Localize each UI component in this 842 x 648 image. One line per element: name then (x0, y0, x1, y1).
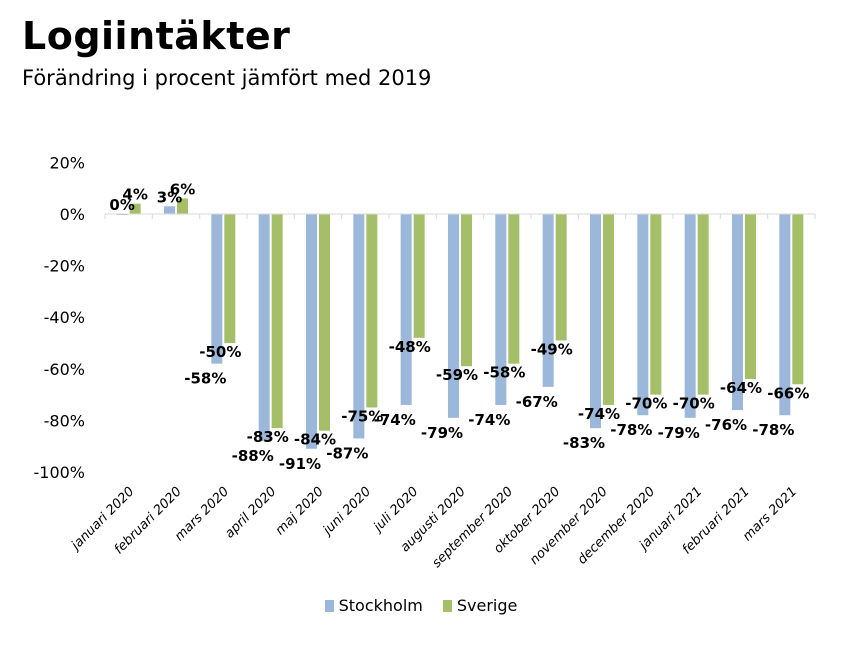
bar-sverige (603, 214, 614, 405)
bar-sverige (366, 214, 378, 408)
y-tick-label: -100% (33, 463, 85, 482)
data-label-stockholm: -87% (326, 444, 368, 462)
y-tick-label: -40% (44, 308, 85, 327)
data-label-stockholm: -79% (658, 424, 700, 442)
data-label-stockholm: -79% (421, 424, 463, 442)
data-label-stockholm: 0% (109, 196, 134, 214)
bar-stockholm (164, 206, 175, 214)
bar-stockholm (258, 214, 270, 442)
bar-stockholm (779, 214, 791, 416)
data-label-stockholm: -74% (374, 411, 416, 429)
bar-stockholm (590, 214, 601, 429)
data-label-stockholm: -78% (610, 421, 652, 439)
data-label-stockholm: -91% (279, 455, 321, 473)
bar-stockholm (495, 214, 507, 405)
data-label-stockholm: 3% (157, 188, 182, 206)
data-label-sverige: -83% (247, 428, 289, 446)
legend-label-sverige: Sverige (456, 596, 518, 615)
bar-sverige (129, 203, 141, 214)
data-label-sverige: -58% (483, 364, 525, 382)
bar-stockholm (306, 214, 317, 449)
y-tick-label: -80% (44, 411, 85, 430)
x-axis (104, 213, 816, 219)
legend-swatch-sverige (442, 599, 452, 612)
bar-sverige (461, 214, 472, 367)
bar-stockholm (448, 214, 459, 418)
data-label-sverige: -48% (389, 338, 431, 356)
bar-sverige (555, 214, 567, 341)
x-tick-label: april 2020 (222, 484, 279, 541)
bar-stockholm (637, 214, 649, 416)
data-label-sverige: -59% (436, 366, 478, 384)
x-tick-label: maj 2020 (273, 484, 327, 538)
bar-stockholm (684, 214, 696, 418)
bar-sverige (792, 214, 804, 385)
legend-item-sverige[interactable]: Sverige (442, 596, 518, 615)
data-label-sverige: -64% (720, 379, 762, 397)
bar-sverige (319, 214, 330, 431)
bar-sverige (697, 214, 709, 395)
legend-item-stockholm[interactable]: Stockholm (324, 596, 423, 615)
bar-stockholm (732, 214, 743, 411)
data-label-stockholm: -67% (516, 393, 558, 411)
data-label-sverige: -74% (578, 405, 620, 423)
data-label-sverige: -75% (341, 408, 383, 426)
data-label-sverige: -70% (625, 395, 667, 413)
data-label-sverige: 6% (170, 181, 195, 199)
data-label-stockholm: -58% (184, 370, 226, 388)
data-label-stockholm: -88% (232, 447, 274, 465)
data-label-sverige: -66% (767, 384, 809, 402)
y-tick-label: 20% (49, 153, 85, 172)
data-label-sverige: -49% (531, 340, 573, 358)
bar-sverige (177, 198, 188, 214)
chart-title: Logiintäkter (22, 14, 291, 58)
y-tick-label: -20% (44, 257, 85, 276)
x-tick-label: juni 2020 (319, 484, 374, 539)
bar-sverige (224, 214, 236, 343)
legend-swatch-stockholm (324, 599, 334, 612)
y-tick-label: 0% (60, 205, 85, 224)
bar-sverige (271, 214, 283, 429)
legend: Stockholm Sverige (0, 596, 842, 615)
data-label-stockholm: -78% (752, 421, 794, 439)
bar-sverige (508, 214, 520, 364)
bar-stockholm (211, 214, 223, 364)
data-label-stockholm: -74% (468, 411, 510, 429)
y-tick-label: -60% (44, 360, 85, 379)
chart-subtitle: Förändring i procent jämfört med 2019 (22, 66, 432, 90)
legend-label-stockholm: Stockholm (338, 596, 423, 615)
data-label-sverige: -70% (673, 395, 715, 413)
data-label-stockholm: -83% (563, 434, 605, 452)
bar-stockholm (542, 214, 554, 387)
data-label-stockholm: -76% (705, 416, 747, 434)
data-label-sverige: -50% (199, 343, 241, 361)
bar-sverige (650, 214, 662, 395)
bars (116, 198, 804, 449)
x-tick-label: september 2020 (429, 484, 516, 571)
bar-stockholm (400, 214, 412, 405)
bar-stockholm (353, 214, 365, 439)
y-axis: 20% 0% -20% -40% -60% -80% -100% (33, 153, 85, 482)
bar-chart: 20%0%-20%-40%-60%-80%-100% 0% 3%-58%-88% -… (33, 153, 816, 571)
data-labels: 0% 3% -58% -88% -91% -87% -74% -79% -74% -67% -83%… (109, 181, 809, 473)
bar-sverige (745, 214, 756, 380)
data-label-sverige: 4% (122, 186, 147, 204)
data-label-sverige: -84% (294, 431, 336, 449)
bar-sverige (413, 214, 425, 338)
